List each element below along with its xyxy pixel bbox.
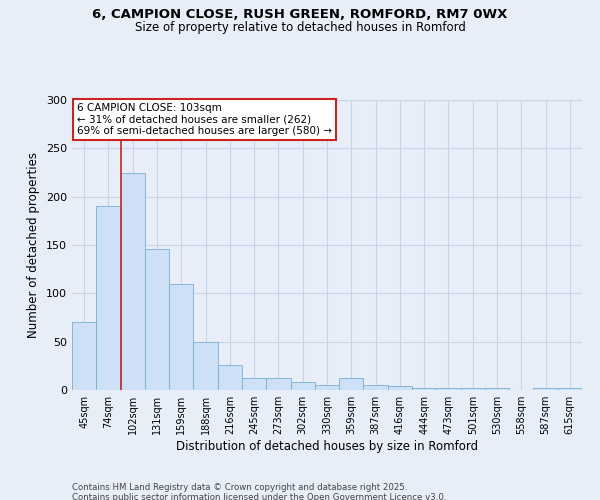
- Bar: [315, 385, 339, 390]
- Bar: [485, 388, 509, 390]
- Bar: [218, 365, 242, 390]
- Bar: [193, 342, 218, 390]
- Bar: [461, 388, 485, 390]
- Bar: [169, 284, 193, 390]
- Text: Contains public sector information licensed under the Open Government Licence v3: Contains public sector information licen…: [72, 492, 446, 500]
- Bar: [266, 378, 290, 390]
- Text: Contains HM Land Registry data © Crown copyright and database right 2025.: Contains HM Land Registry data © Crown c…: [72, 482, 407, 492]
- Bar: [364, 385, 388, 390]
- Bar: [96, 206, 121, 390]
- X-axis label: Distribution of detached houses by size in Romford: Distribution of detached houses by size …: [176, 440, 478, 453]
- Bar: [388, 386, 412, 390]
- Bar: [72, 322, 96, 390]
- Bar: [533, 388, 558, 390]
- Text: Size of property relative to detached houses in Romford: Size of property relative to detached ho…: [134, 21, 466, 34]
- Bar: [242, 378, 266, 390]
- Bar: [145, 249, 169, 390]
- Bar: [436, 388, 461, 390]
- Y-axis label: Number of detached properties: Number of detached properties: [28, 152, 40, 338]
- Bar: [290, 382, 315, 390]
- Bar: [412, 388, 436, 390]
- Text: 6, CAMPION CLOSE, RUSH GREEN, ROMFORD, RM7 0WX: 6, CAMPION CLOSE, RUSH GREEN, ROMFORD, R…: [92, 8, 508, 20]
- Bar: [121, 172, 145, 390]
- Bar: [558, 388, 582, 390]
- Bar: [339, 378, 364, 390]
- Text: 6 CAMPION CLOSE: 103sqm
← 31% of detached houses are smaller (262)
69% of semi-d: 6 CAMPION CLOSE: 103sqm ← 31% of detache…: [77, 103, 332, 136]
